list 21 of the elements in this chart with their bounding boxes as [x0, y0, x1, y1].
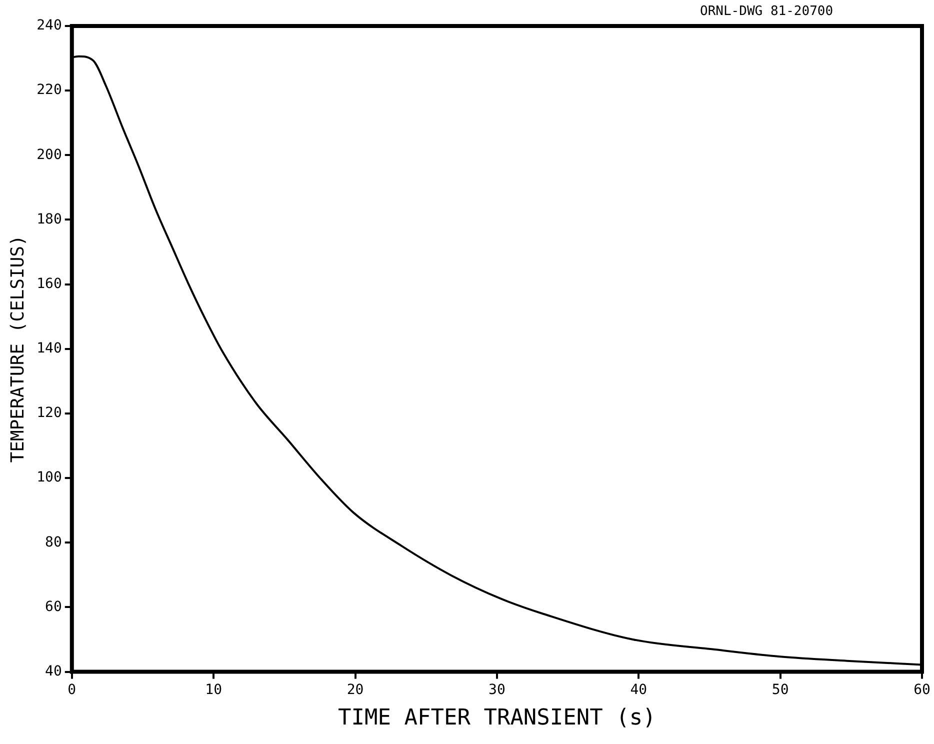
y-tick-label: 60: [45, 598, 62, 615]
x-tick-label: 0: [68, 682, 76, 698]
y-tick-label: 240: [36, 18, 62, 34]
x-axis-title: TIME AFTER TRANSIENT (s): [338, 706, 656, 731]
y-tick-label: 160: [36, 276, 62, 292]
x-tick-label: 40: [630, 682, 648, 698]
y-tick-label: 80: [45, 534, 62, 550]
y-tick-label: 100: [36, 470, 62, 486]
x-tick-label: 30: [488, 682, 506, 698]
x-tick-label: 10: [205, 682, 222, 698]
y-tick-label: 200: [36, 146, 62, 163]
x-tick-label: 50: [772, 682, 789, 698]
y-tick-label: 220: [36, 82, 62, 98]
x-tick-label: 20: [346, 682, 364, 698]
y-tick-label: 140: [36, 340, 62, 357]
text: ORNL-DWG 81-20700: [700, 4, 834, 19]
x-tick-label: 60: [914, 682, 930, 698]
y-tick-label: 120: [36, 405, 62, 422]
y-tick-label: 180: [36, 211, 62, 228]
y-tick-label: 40: [45, 663, 62, 680]
y-axis-title: TEMPERATURE (CELSIUS): [7, 235, 28, 463]
